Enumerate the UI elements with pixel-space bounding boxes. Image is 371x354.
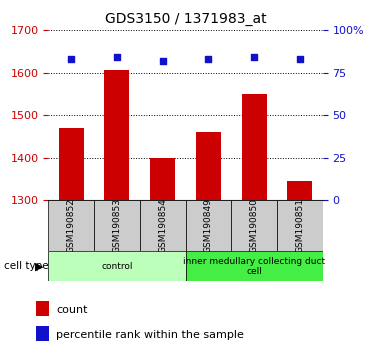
Text: percentile rank within the sample: percentile rank within the sample — [56, 330, 244, 339]
Bar — [140, 200, 186, 251]
Point — [68, 56, 74, 62]
Text: GSM190849: GSM190849 — [204, 198, 213, 253]
Point — [160, 58, 165, 63]
Bar — [186, 200, 231, 251]
Text: GSM190854: GSM190854 — [158, 198, 167, 253]
Text: inner medullary collecting duct
cell: inner medullary collecting duct cell — [183, 257, 325, 276]
Text: GDS3150 / 1371983_at: GDS3150 / 1371983_at — [105, 12, 266, 27]
Bar — [36, 301, 49, 316]
Bar — [36, 326, 49, 341]
Text: GSM190850: GSM190850 — [250, 198, 259, 253]
Bar — [242, 94, 267, 200]
Bar — [231, 200, 277, 251]
Bar — [59, 128, 84, 200]
Bar — [186, 251, 323, 281]
Bar — [48, 200, 94, 251]
Point — [251, 55, 257, 60]
Bar — [277, 200, 323, 251]
Bar — [196, 132, 221, 200]
Text: GSM190852: GSM190852 — [67, 198, 76, 253]
Bar — [94, 200, 140, 251]
Bar — [48, 251, 186, 281]
Text: GSM190853: GSM190853 — [112, 198, 121, 253]
Bar — [104, 70, 129, 200]
Bar — [287, 181, 312, 200]
Point — [206, 56, 211, 62]
Point — [297, 56, 303, 62]
Text: cell type: cell type — [4, 261, 48, 272]
Text: control: control — [101, 262, 132, 271]
Text: GSM190851: GSM190851 — [295, 198, 304, 253]
Point — [114, 55, 120, 60]
Text: ▶: ▶ — [35, 261, 43, 272]
Text: count: count — [56, 305, 88, 315]
Bar — [150, 158, 175, 200]
